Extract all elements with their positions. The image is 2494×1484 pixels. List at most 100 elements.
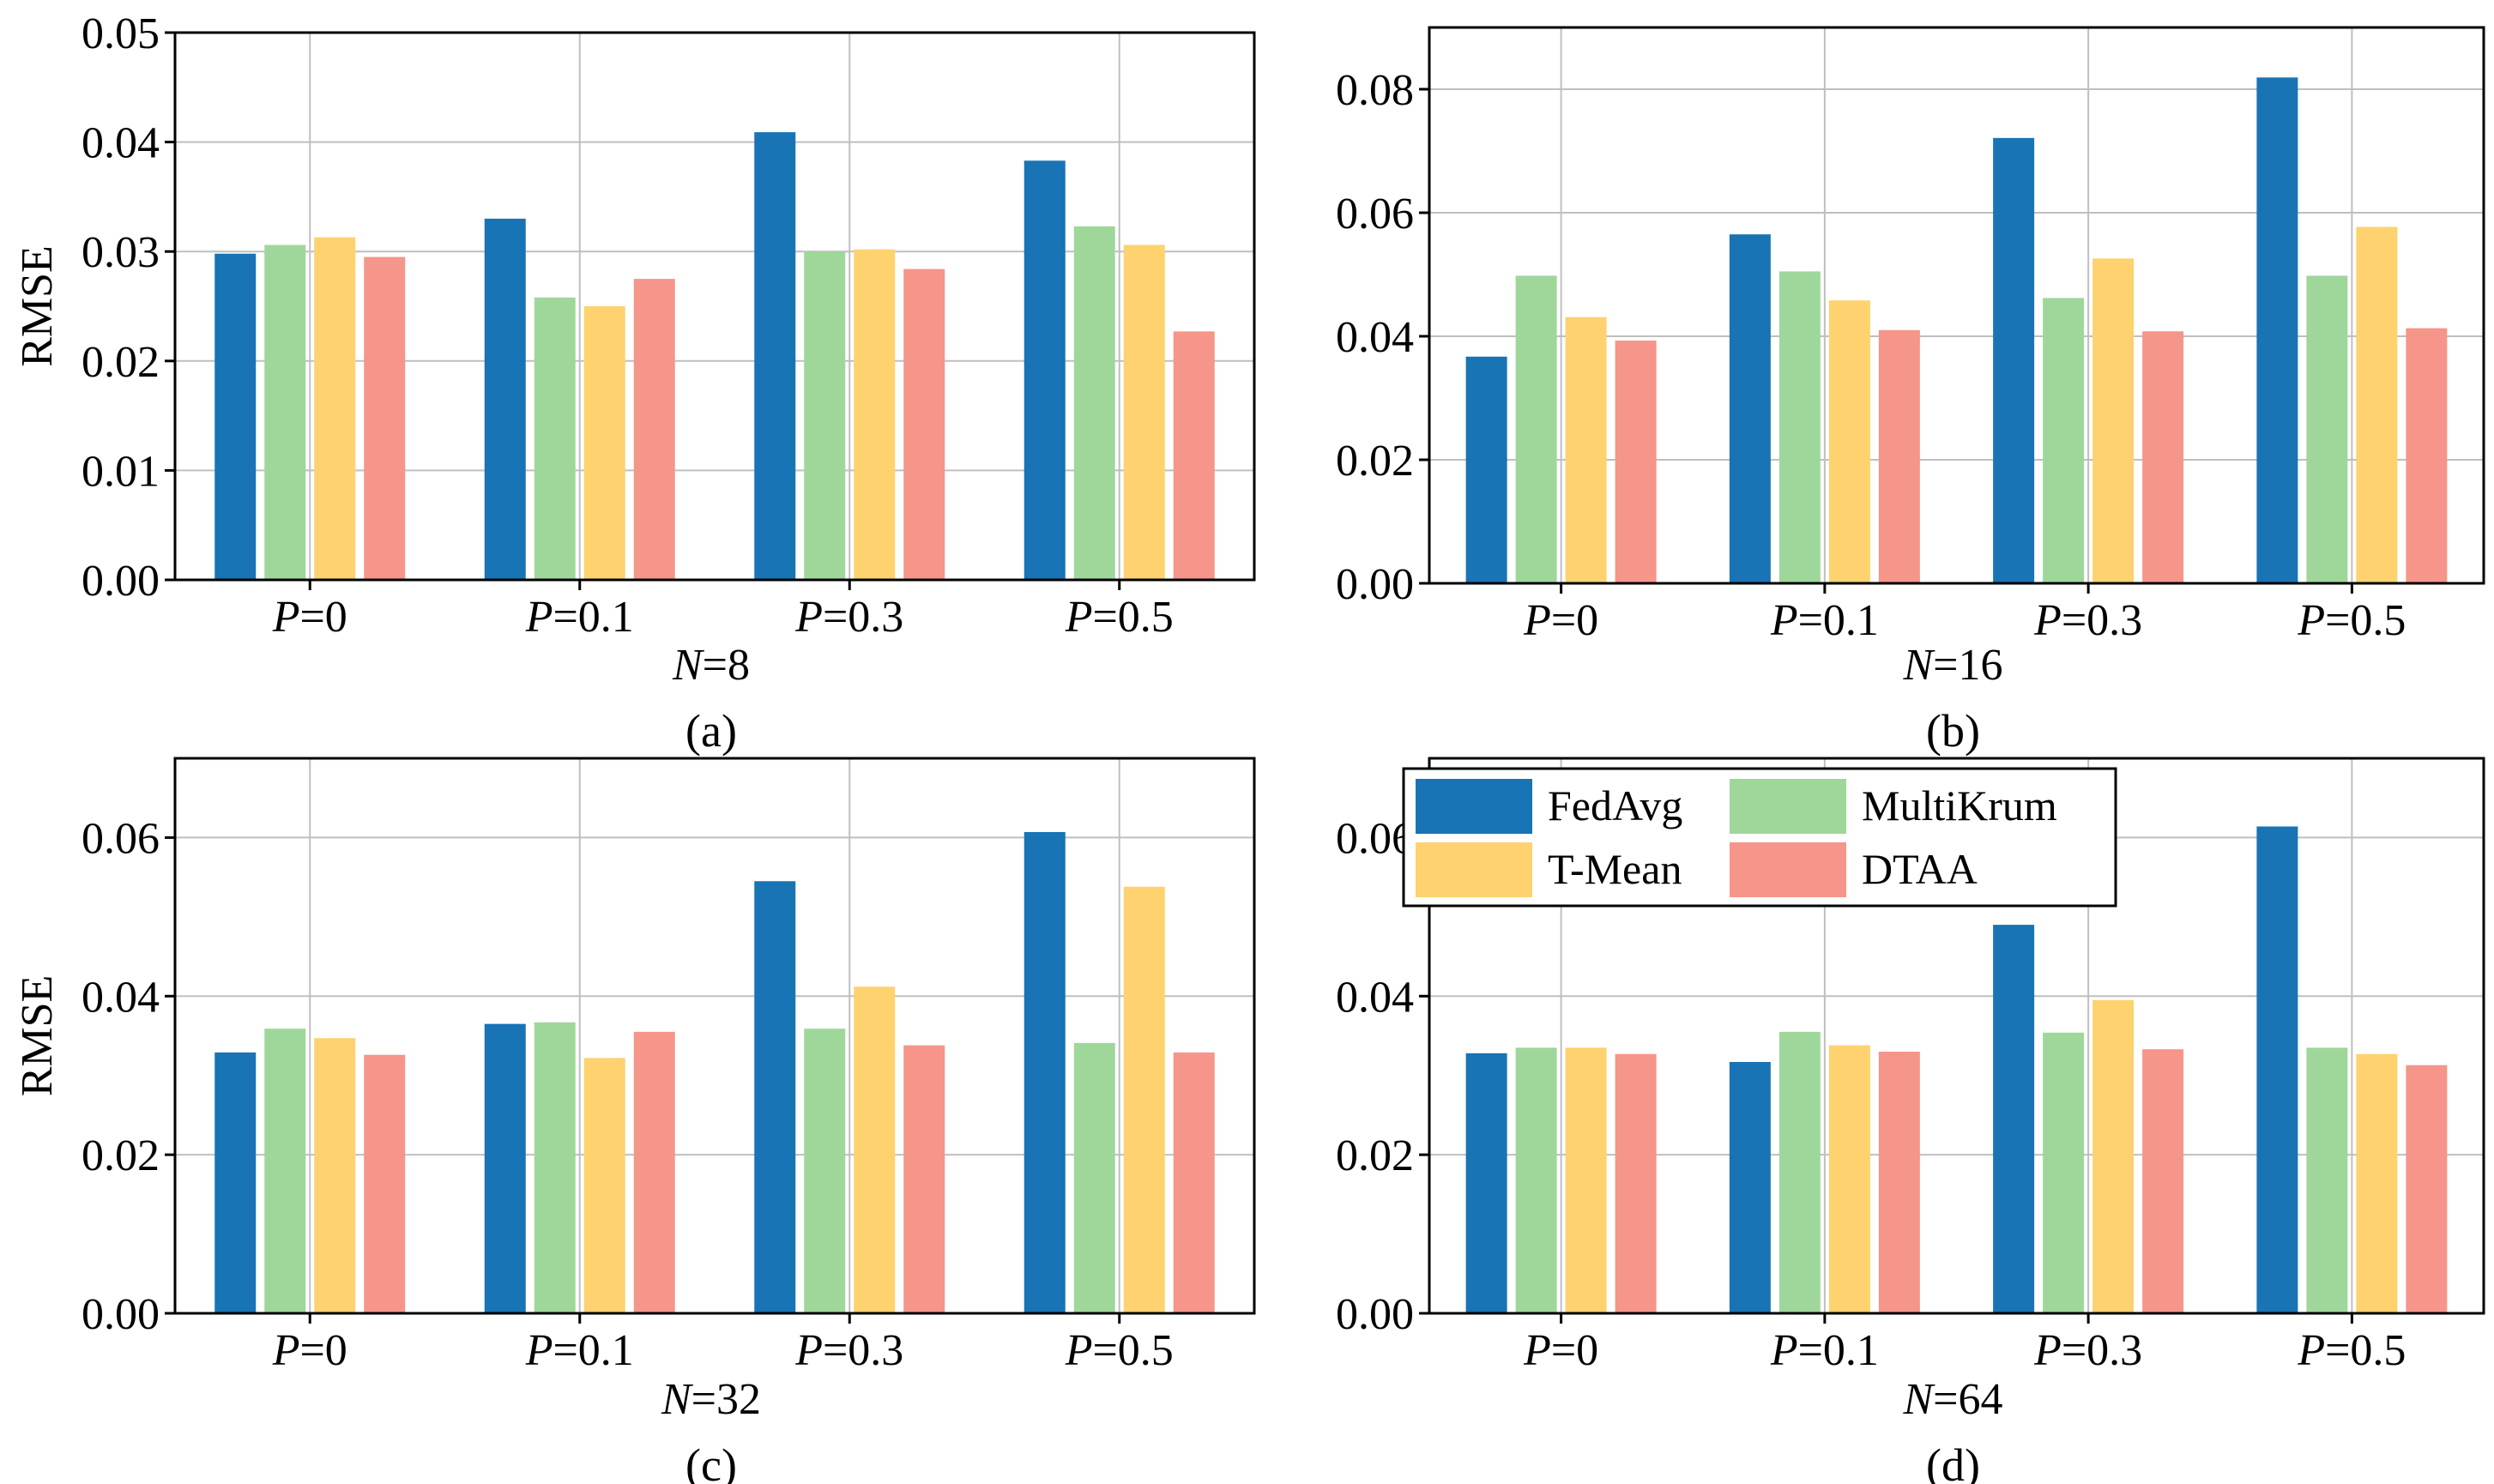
- bar-fedavg: [754, 132, 796, 581]
- y-tick-label: 0.02: [1336, 437, 1414, 486]
- legend-swatch-dtaa: [1730, 842, 1846, 897]
- y-tick-label: 0.02: [1336, 1131, 1414, 1180]
- x-title-var: N: [1902, 641, 1935, 690]
- axes-frame: [1428, 757, 2485, 1315]
- y-tick-label: 0.06: [1336, 814, 1414, 863]
- bar-multikrum: [1778, 271, 1821, 583]
- x-tick-val: =0: [1551, 596, 1598, 645]
- bar-t-mean: [1565, 1047, 1607, 1313]
- bar-multikrum: [2043, 1032, 2085, 1313]
- bar-fedavg: [1024, 831, 1066, 1313]
- bar-fedavg: [1729, 1062, 1771, 1313]
- x-tick-var: P: [1523, 1326, 1551, 1375]
- bar-t-mean: [2092, 258, 2135, 583]
- bar-fedavg: [754, 881, 796, 1313]
- bar-multikrum: [804, 251, 846, 580]
- bar-fedavg: [1729, 234, 1771, 583]
- x-tick-val: =0: [1551, 1326, 1598, 1375]
- x-tick-label: P=0.3: [794, 1326, 903, 1375]
- x-axis-title: N=64: [1902, 1375, 2002, 1424]
- y-tick-label: 0.02: [82, 338, 160, 387]
- x-tick-val: =0.5: [1092, 593, 1173, 642]
- x-axis-title: N=32: [661, 1375, 761, 1424]
- bar-dtaa: [1615, 341, 1657, 583]
- bar-multikrum: [264, 1029, 306, 1313]
- x-tick-label: P=0.1: [1770, 596, 1879, 645]
- y-tick-label: 0.00: [1336, 1290, 1414, 1339]
- bar-multikrum: [1073, 226, 1115, 580]
- bar-multikrum: [1515, 1047, 1557, 1313]
- x-title-var: N: [661, 1375, 694, 1424]
- bar-multikrum: [2306, 275, 2348, 583]
- x-tick-label: P=0.3: [2033, 1326, 2142, 1375]
- bar-multikrum: [534, 297, 576, 580]
- bar-dtaa: [1173, 331, 1215, 580]
- legend-swatch-multikrum: [1730, 779, 1846, 834]
- bar-multikrum: [2306, 1047, 2348, 1313]
- bar-fedavg: [1465, 356, 1507, 583]
- panel-caption: (d): [1926, 1439, 1980, 1484]
- bars: [214, 831, 1215, 1313]
- x-title-val: =16: [1933, 641, 2002, 690]
- x-tick-val: =0.5: [2325, 596, 2406, 645]
- x-tick-val: =0.3: [823, 593, 903, 642]
- x-tick-var: P: [272, 1326, 300, 1375]
- y-tick-label: 0.02: [82, 1131, 160, 1180]
- axes-frame: [173, 31, 1256, 582]
- bar-t-mean: [583, 1058, 625, 1313]
- y-tick-label: 0.05: [82, 9, 160, 58]
- x-tick-var: P: [2033, 596, 2062, 645]
- bar-fedavg: [2256, 77, 2298, 583]
- bar-t-mean: [854, 249, 896, 580]
- x-axis-title: N=8: [672, 641, 750, 690]
- y-tick-label: 0.06: [1336, 190, 1414, 238]
- bar-t-mean: [2356, 1053, 2398, 1313]
- legend-swatch-fedavg: [1416, 779, 1532, 834]
- axes-frame: [1428, 26, 2485, 585]
- x-tick-label: P=0.3: [2033, 596, 2142, 645]
- bars: [214, 132, 1215, 581]
- x-tick-val: =0: [299, 1326, 347, 1375]
- x-tick-val: =0.3: [2062, 596, 2142, 645]
- x-title-var: N: [1902, 1375, 1935, 1424]
- bars: [1465, 77, 2448, 583]
- bar-fedavg: [2256, 826, 2298, 1313]
- x-tick-var: P: [2297, 596, 2325, 645]
- bar-dtaa: [1878, 329, 1920, 583]
- x-tick-label: P=0: [272, 593, 347, 642]
- panel-a: 0.000.010.020.030.040.05P=0 P=0.1 P=0.3 P=0…: [13, 9, 1256, 757]
- bar-dtaa: [2142, 331, 2184, 583]
- x-axis-title: N=16: [1902, 641, 2002, 690]
- x-tick-label: P=0: [1523, 1326, 1598, 1375]
- bar-t-mean: [1565, 317, 1607, 583]
- bar-t-mean: [314, 1038, 356, 1313]
- x-tick-var: P: [1770, 1326, 1798, 1375]
- x-tick-label: P=0.5: [1065, 1326, 1174, 1375]
- y-tick-label: 0.00: [1336, 560, 1414, 609]
- x-title-val: =8: [703, 641, 750, 690]
- legend-label: MultiKrum: [1862, 781, 2057, 829]
- bar-t-mean: [314, 237, 356, 580]
- bars: [1465, 826, 2448, 1313]
- bar-t-mean: [1828, 1045, 1870, 1313]
- x-tick-var: P: [1523, 596, 1551, 645]
- x-tick-val: =0.1: [1798, 1326, 1879, 1375]
- x-tick-var: P: [1065, 1326, 1093, 1375]
- y-tick-label: 0.06: [82, 814, 160, 863]
- x-tick-label: P=0.1: [525, 1326, 634, 1375]
- bar-t-mean: [1123, 244, 1165, 580]
- axes-frame: [173, 757, 1256, 1315]
- x-tick-var: P: [525, 1326, 553, 1375]
- bar-dtaa: [364, 256, 406, 580]
- x-tick-label: P=0.5: [1065, 593, 1174, 642]
- x-tick-label: P=0: [1523, 596, 1598, 645]
- bar-multikrum: [1515, 275, 1557, 583]
- legend-label: T-Mean: [1548, 845, 1682, 893]
- x-tick-val: =0.5: [2325, 1326, 2406, 1375]
- y-tick-label: 0.04: [82, 973, 160, 1022]
- x-tick-val: =0: [299, 593, 347, 642]
- panel-c: 0.000.020.040.06P=0 P=0.1 P=0.3 P=0.5N=32(c…: [13, 757, 1256, 1484]
- bar-multikrum: [264, 244, 306, 580]
- bar-dtaa: [2142, 1049, 2184, 1313]
